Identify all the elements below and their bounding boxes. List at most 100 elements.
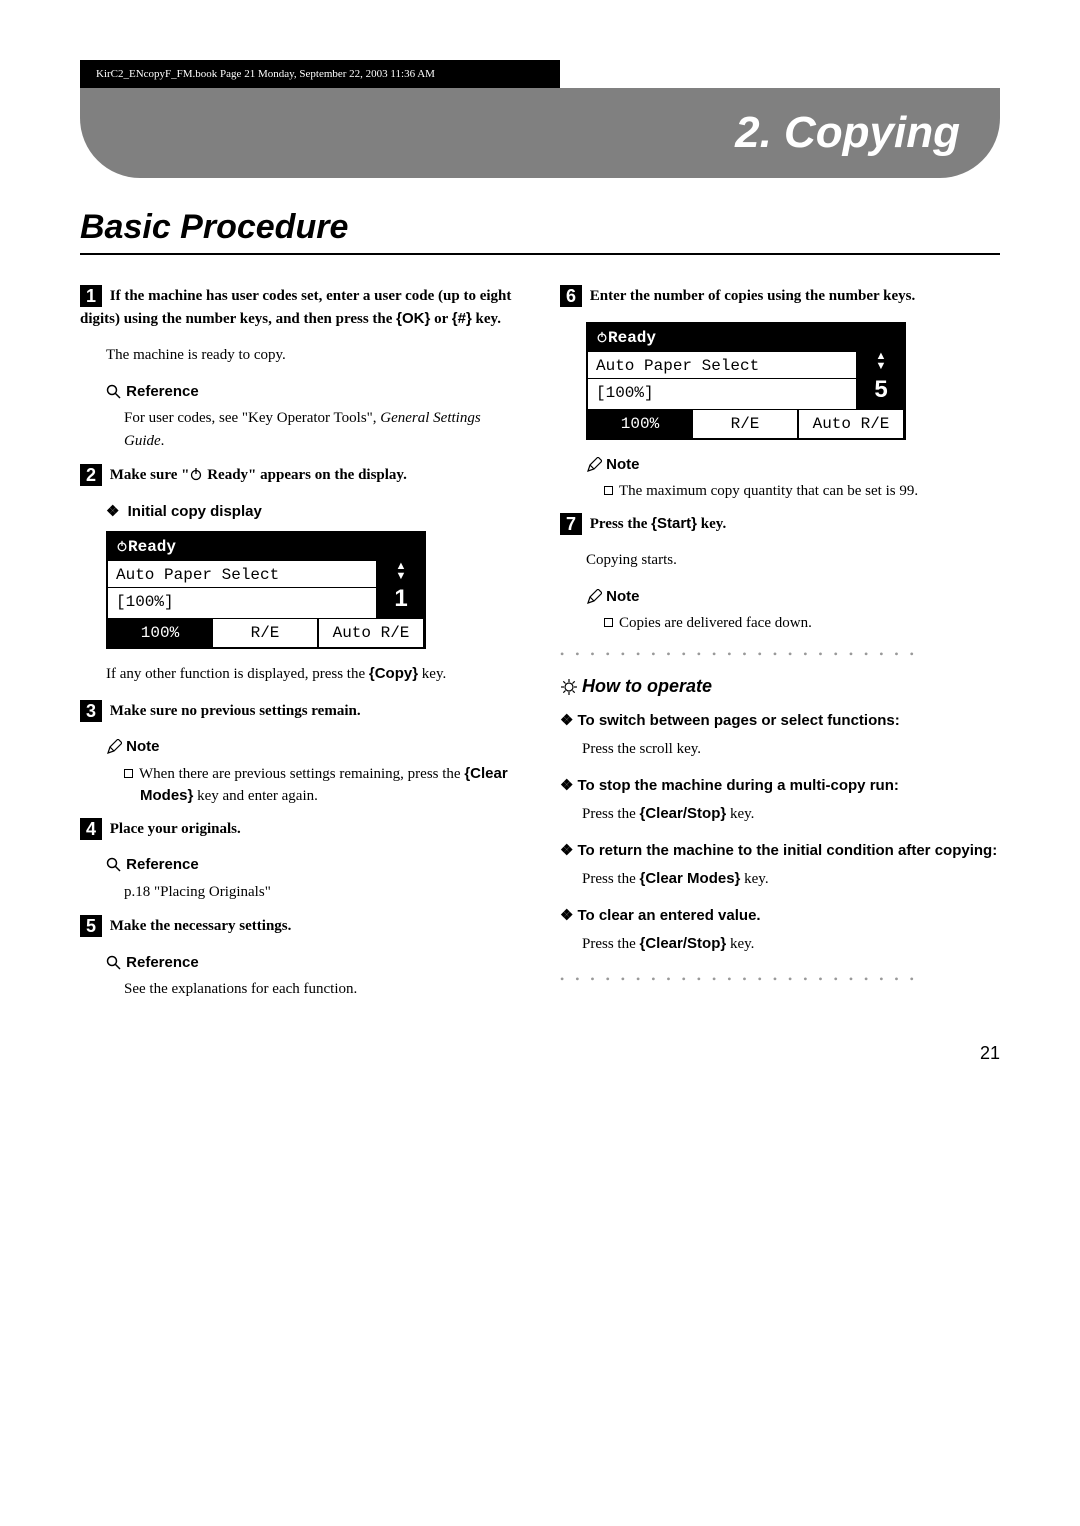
step-7-text: Press the {Start} key. xyxy=(590,516,726,532)
step-1-body: The machine is ready to copy. xyxy=(106,344,520,367)
note-2-hdr: Note xyxy=(586,454,1000,477)
step-num-6: 6 xyxy=(560,285,582,307)
d3-text: To return the machine to the initial con… xyxy=(577,842,997,859)
note-1-post: key and enter again. xyxy=(193,788,318,804)
bullet-icon-2 xyxy=(604,486,613,495)
d2-post: key. xyxy=(726,806,754,822)
lcd2-r2: [100%] xyxy=(588,378,856,407)
note-icon xyxy=(106,739,122,755)
columns: 1 If the machine has user codes set, ent… xyxy=(80,285,1000,1013)
right-column: 6 Enter the number of copies using the n… xyxy=(560,285,1000,1013)
reference-1-body: For user codes, see "Key Operator Tools"… xyxy=(124,407,520,452)
left-column: 1 If the machine has user codes set, ent… xyxy=(80,285,520,1013)
reference-1-text: For user codes, see "Key Operator Tools"… xyxy=(124,410,481,449)
reference-2-body: p.18 "Placing Originals" xyxy=(124,881,520,904)
reference-2-label: Reference xyxy=(126,856,199,873)
reference-3-hdr: Reference xyxy=(106,952,520,975)
bullet-icon-3 xyxy=(604,618,613,627)
lcd2-mid: Auto Paper Select [100%] ▲▼ 5 xyxy=(588,352,904,410)
note-icon-3 xyxy=(586,589,602,605)
lcd2-b2: R/E xyxy=(692,410,798,438)
step-6: 6 Enter the number of copies using the n… xyxy=(560,285,1000,308)
rbracket2: } xyxy=(466,310,472,327)
step-2-text: Make sure " Ready" appears on the displa… xyxy=(110,467,407,483)
lcd1-b1: 100% xyxy=(108,619,212,647)
bullet-icon xyxy=(124,769,133,778)
power-icon-lcd xyxy=(116,540,128,552)
lcd1-arrows: ▲▼ xyxy=(396,562,407,582)
reference-icon xyxy=(106,384,122,400)
lcd2-big: 5 xyxy=(874,372,887,408)
dotline-1: • • • • • • • • • • • • • • • • • • • • … xyxy=(560,645,1000,663)
step-6-text: Enter the number of copies using the num… xyxy=(590,288,915,304)
d3-hdr: ❖To return the machine to the initial co… xyxy=(560,840,1000,863)
step-num-4: 4 xyxy=(80,818,102,840)
note-3-text: Copies are delivered face down. xyxy=(619,615,812,631)
lcd1-bot: 100% R/E Auto R/E xyxy=(108,619,424,647)
lcd2-ready: Ready xyxy=(608,329,656,347)
step-1: 1 If the machine has user codes set, ent… xyxy=(80,285,520,330)
chapter-banner: 2. Copying xyxy=(80,88,1000,178)
step-5-text: Make the necessary settings. xyxy=(110,918,292,934)
d2-pre: Press the xyxy=(582,806,640,822)
gear-icon xyxy=(560,678,578,696)
reference-icon-3 xyxy=(106,955,122,971)
lcd2-b3: Auto R/E xyxy=(798,410,904,438)
d2-text: To stop the machine during a multi-copy … xyxy=(577,777,898,794)
note-3-body: Copies are delivered face down. xyxy=(604,612,1000,635)
step-num-3: 3 xyxy=(80,700,102,722)
page-number: 21 xyxy=(80,1043,1000,1064)
d4-pre: Press the xyxy=(582,936,640,952)
note-3-hdr: Note xyxy=(586,586,1000,609)
ok-key: OK xyxy=(402,310,425,327)
step-4: 4 Place your originals. xyxy=(80,818,520,841)
rbracket: } xyxy=(425,310,431,327)
page: KirC2_ENcopyF_FM.book Page 21 Monday, Se… xyxy=(0,0,1080,1104)
note-1-pre: When there are previous settings remaini… xyxy=(139,766,464,782)
note-icon-2 xyxy=(586,457,602,473)
d1-body: Press the scroll key. xyxy=(582,738,1000,761)
d2-hdr: ❖To stop the machine during a multi-copy… xyxy=(560,775,1000,798)
step-num-1: 1 xyxy=(80,285,102,307)
d3-pre: Press the xyxy=(582,871,640,887)
reference-3-body: See the explanations for each function. xyxy=(124,978,520,1001)
step-2-post: appears on the display. xyxy=(256,467,406,483)
d1-hdr: ❖To switch between pages or select funct… xyxy=(560,710,1000,733)
lcd-display-1: Ready Auto Paper Select [100%] ▲▼ 1 100%… xyxy=(106,531,426,649)
diamond-icon: ❖ xyxy=(106,503,119,520)
step-7-body: Copying starts. xyxy=(586,549,1000,572)
chapter-title: 2. Copying xyxy=(735,108,960,157)
step-5: 5 Make the necessary settings. xyxy=(80,915,520,938)
initial-copy-hdr: ❖ Initial copy display xyxy=(106,501,520,524)
step-2-ready: Ready" xyxy=(207,467,256,483)
step-7: 7 Press the {Start} key. xyxy=(560,513,1000,536)
d3-post: key. xyxy=(740,871,768,887)
reference-2-hdr: Reference xyxy=(106,854,520,877)
note-3-label: Note xyxy=(606,588,639,605)
lcd2-top: Ready xyxy=(588,324,904,352)
reference-3-label: Reference xyxy=(126,954,199,971)
lcd1-mid-right: ▲▼ 1 xyxy=(378,561,424,618)
diamond-2: ❖ xyxy=(560,777,573,794)
lcd1-mid-left: Auto Paper Select [100%] xyxy=(108,561,378,618)
note-2-text: The maximum copy quantity that can be se… xyxy=(619,483,918,499)
diamond-3: ❖ xyxy=(560,842,573,859)
step-3-text: Make sure no previous settings remain. xyxy=(110,703,361,719)
reference-1-hdr: Reference xyxy=(106,381,520,404)
diamond-4: ❖ xyxy=(560,907,573,924)
lcd1-b2: R/E xyxy=(212,619,318,647)
step-7-post: key. xyxy=(697,516,726,532)
lcd2-b1: 100% xyxy=(588,410,692,438)
note-1-hdr: Note xyxy=(106,736,520,759)
step-2-pre: Make sure " xyxy=(110,467,190,483)
dotline-2: • • • • • • • • • • • • • • • • • • • • … xyxy=(560,970,1000,988)
clear-stop-key-2: Clear/Stop xyxy=(645,935,720,952)
note-2-label: Note xyxy=(606,456,639,473)
step-3: 3 Make sure no previous settings remain. xyxy=(80,700,520,723)
d4-text: To clear an entered value. xyxy=(577,907,760,924)
after-lcd-text: If any other function is displayed, pres… xyxy=(106,663,520,686)
power-icon xyxy=(189,467,203,481)
step-1-tail: key. xyxy=(476,311,501,327)
lcd2-arrows: ▲▼ xyxy=(876,352,887,372)
hash-key: # xyxy=(458,310,466,327)
